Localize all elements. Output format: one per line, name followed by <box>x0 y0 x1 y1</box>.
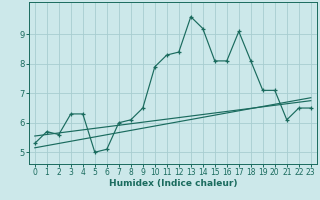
X-axis label: Humidex (Indice chaleur): Humidex (Indice chaleur) <box>108 179 237 188</box>
